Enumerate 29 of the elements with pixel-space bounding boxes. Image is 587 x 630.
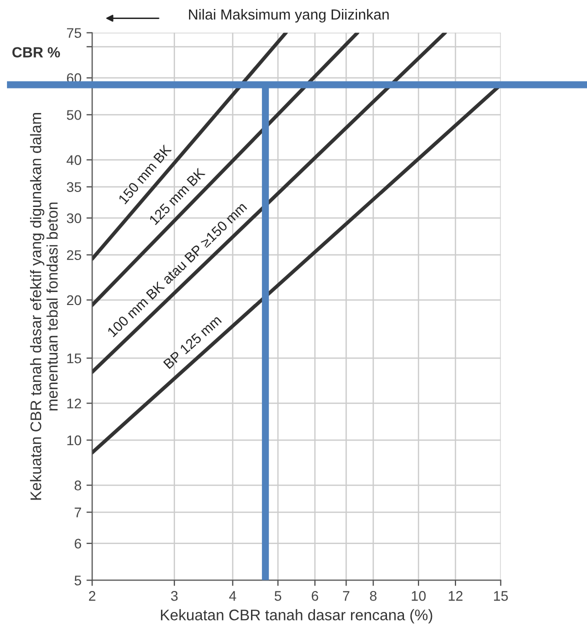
x-tick-label: 15 bbox=[494, 591, 508, 601]
x-tick-label: 12 bbox=[448, 591, 462, 601]
y-tick-label: 12 bbox=[67, 398, 82, 408]
y-tick-label: 25 bbox=[66, 250, 82, 260]
y-tick-label: 7 bbox=[74, 508, 82, 518]
x-tick-label: 4 bbox=[229, 591, 236, 601]
x-tick-label: 2 bbox=[88, 591, 96, 601]
y-tick-label: 30 bbox=[66, 213, 82, 224]
text: BP 125 mm bbox=[163, 314, 222, 370]
x-tick-label: 10 bbox=[412, 591, 426, 601]
x-tick-label: 5 bbox=[274, 591, 282, 601]
y-tick-label: 6 bbox=[74, 538, 82, 549]
y-axis-title: Kekuatan CBR tanah dasar efektif yang digunakan dalam menentuan tebal fondasi beton bbox=[30, 112, 58, 500]
x-tick-label: 3 bbox=[171, 591, 178, 601]
x-axis-title: Kekuatan CBR tanah dasar rencana (%) bbox=[160, 609, 432, 624]
y-tick-label: 35 bbox=[66, 182, 82, 192]
y-tick-label: 15 bbox=[67, 354, 82, 364]
y-tick-label: 20 bbox=[66, 295, 82, 306]
x-tick-label: 6 bbox=[312, 591, 318, 601]
x-tick-label: 8 bbox=[370, 591, 377, 601]
y-tick-label: 75 bbox=[67, 28, 82, 38]
text: CBR % bbox=[12, 47, 60, 58]
x-tick-label: 7 bbox=[343, 591, 350, 601]
y-tick-label: 8 bbox=[74, 480, 82, 490]
y-tick-label: 10 bbox=[67, 435, 82, 446]
y-tick-label: 50 bbox=[66, 110, 82, 120]
y-tick-label: 5 bbox=[74, 576, 82, 586]
y-tick-label: 40 bbox=[66, 155, 82, 166]
text: Nilai Maksimum yang Diizinkan bbox=[189, 8, 389, 23]
